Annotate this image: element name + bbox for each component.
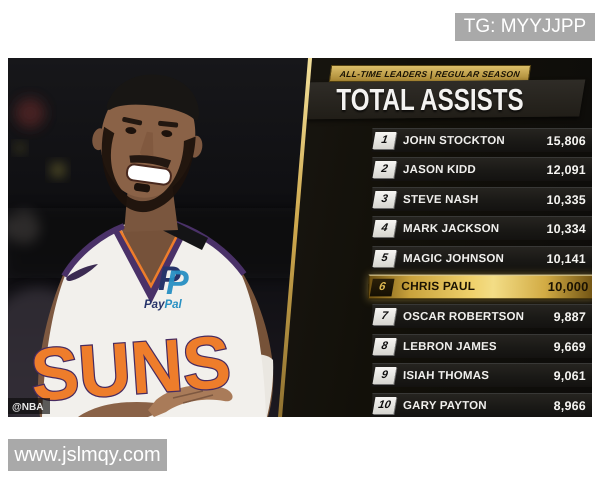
main-graphic: P P PayPal SUNS @NBA ALL-TIME LEADERS | … [8, 58, 592, 417]
player-name: STEVE NASH [402, 193, 479, 206]
watermark-top-box: TG: MYYJJPP [455, 13, 595, 41]
player-name: OSCAR ROBERTSON [402, 310, 525, 323]
player-name: MAGIC JOHNSON [402, 252, 505, 265]
rank-badge: 7 [372, 308, 397, 326]
leaderboard-row: 2 JASON KIDD 12,091 [371, 157, 592, 182]
rank-badge: 2 [372, 161, 397, 179]
suns-wordmark: SUNS [28, 320, 233, 417]
player-name: ISIAH THOMAS [402, 369, 490, 382]
leaderboard-row: 7 OSCAR ROBERTSON 9,887 [371, 304, 592, 329]
paypal-monogram-front: P [166, 264, 189, 302]
rank-badge: 4 [372, 220, 397, 238]
season-badge: ALL-TIME LEADERS | REGULAR SEASON [328, 64, 532, 81]
leaderboard-row: 1 JOHN STOCKTON 15,806 [371, 128, 592, 152]
rank-badge: 9 [372, 367, 397, 385]
paypal-logo: P P PayPal [144, 260, 189, 311]
assists-value: 10,334 [546, 221, 587, 236]
player-name: GARY PAYTON [402, 399, 487, 412]
leaderboard-panel: ALL-TIME LEADERS | REGULAR SEASON TOTAL … [279, 58, 592, 417]
leaderboard-row: 6 CHRIS PAUL 10,000 [367, 274, 592, 300]
paypal-text-pal: Pal [164, 299, 182, 311]
player-name: LEBRON JAMES [402, 340, 497, 353]
svg-text:@NBA: @NBA [12, 402, 43, 413]
rank-badge: 5 [372, 249, 397, 267]
leaderboard-row: 9 ISIAH THOMAS 9,061 [371, 363, 592, 388]
nike-swoosh-icon [66, 264, 98, 282]
assists-value: 15,806 [546, 133, 587, 148]
player-name: JOHN STOCKTON [402, 134, 506, 147]
player-head [92, 74, 203, 213]
player-photo: P P PayPal SUNS @NBA [8, 58, 330, 417]
assists-value: 9,887 [553, 309, 587, 324]
nba-credit: @NBA [8, 398, 50, 414]
leaderboard-row: 3 STEVE NASH 10,335 [371, 186, 592, 211]
rank-badge: 10 [372, 396, 397, 414]
assists-value: 10,141 [546, 251, 587, 266]
watermark-bottom-box: www.jslmqy.com [8, 439, 167, 471]
assists-value: 9,061 [553, 368, 587, 383]
leaderboard-row: 5 MAGIC JOHNSON 10,141 [371, 245, 592, 270]
player-name: JASON KIDD [402, 163, 477, 176]
leaderboard-row: 10 GARY PAYTON 8,966 [371, 392, 592, 417]
watermark-bottom-label: www.jslmqy.com [14, 443, 161, 466]
player-figure [37, 74, 274, 417]
player-name: CHRIS PAUL [401, 280, 476, 294]
page-title: TOTAL ASSISTS [336, 82, 524, 117]
paypal-text-pay: Pay [144, 299, 165, 311]
assists-value: 8,966 [553, 398, 587, 413]
assists-value: 10,000 [547, 279, 589, 295]
rank-badge: 6 [369, 278, 395, 296]
assists-value: 10,335 [546, 192, 587, 207]
leaderboard-row: 4 MARK JACKSON 10,334 [371, 216, 592, 241]
leaderboard-row: 8 LEBRON JAMES 9,669 [371, 333, 592, 358]
watermark-top-label: TG: MYYJJPP [463, 16, 587, 37]
assists-value: 9,669 [553, 339, 587, 354]
paypal-monogram-back: P [158, 260, 181, 298]
rank-badge: 8 [372, 337, 397, 355]
rank-badge: 3 [372, 190, 397, 208]
assists-value: 12,091 [546, 162, 587, 177]
leaderboard: 1 JOHN STOCKTON 15,806 2 JASON KIDD 12,0… [367, 128, 592, 417]
svg-text:PayPal: PayPal [144, 299, 183, 311]
rank-badge: 1 [372, 132, 397, 149]
player-name: MARK JACKSON [402, 222, 500, 235]
